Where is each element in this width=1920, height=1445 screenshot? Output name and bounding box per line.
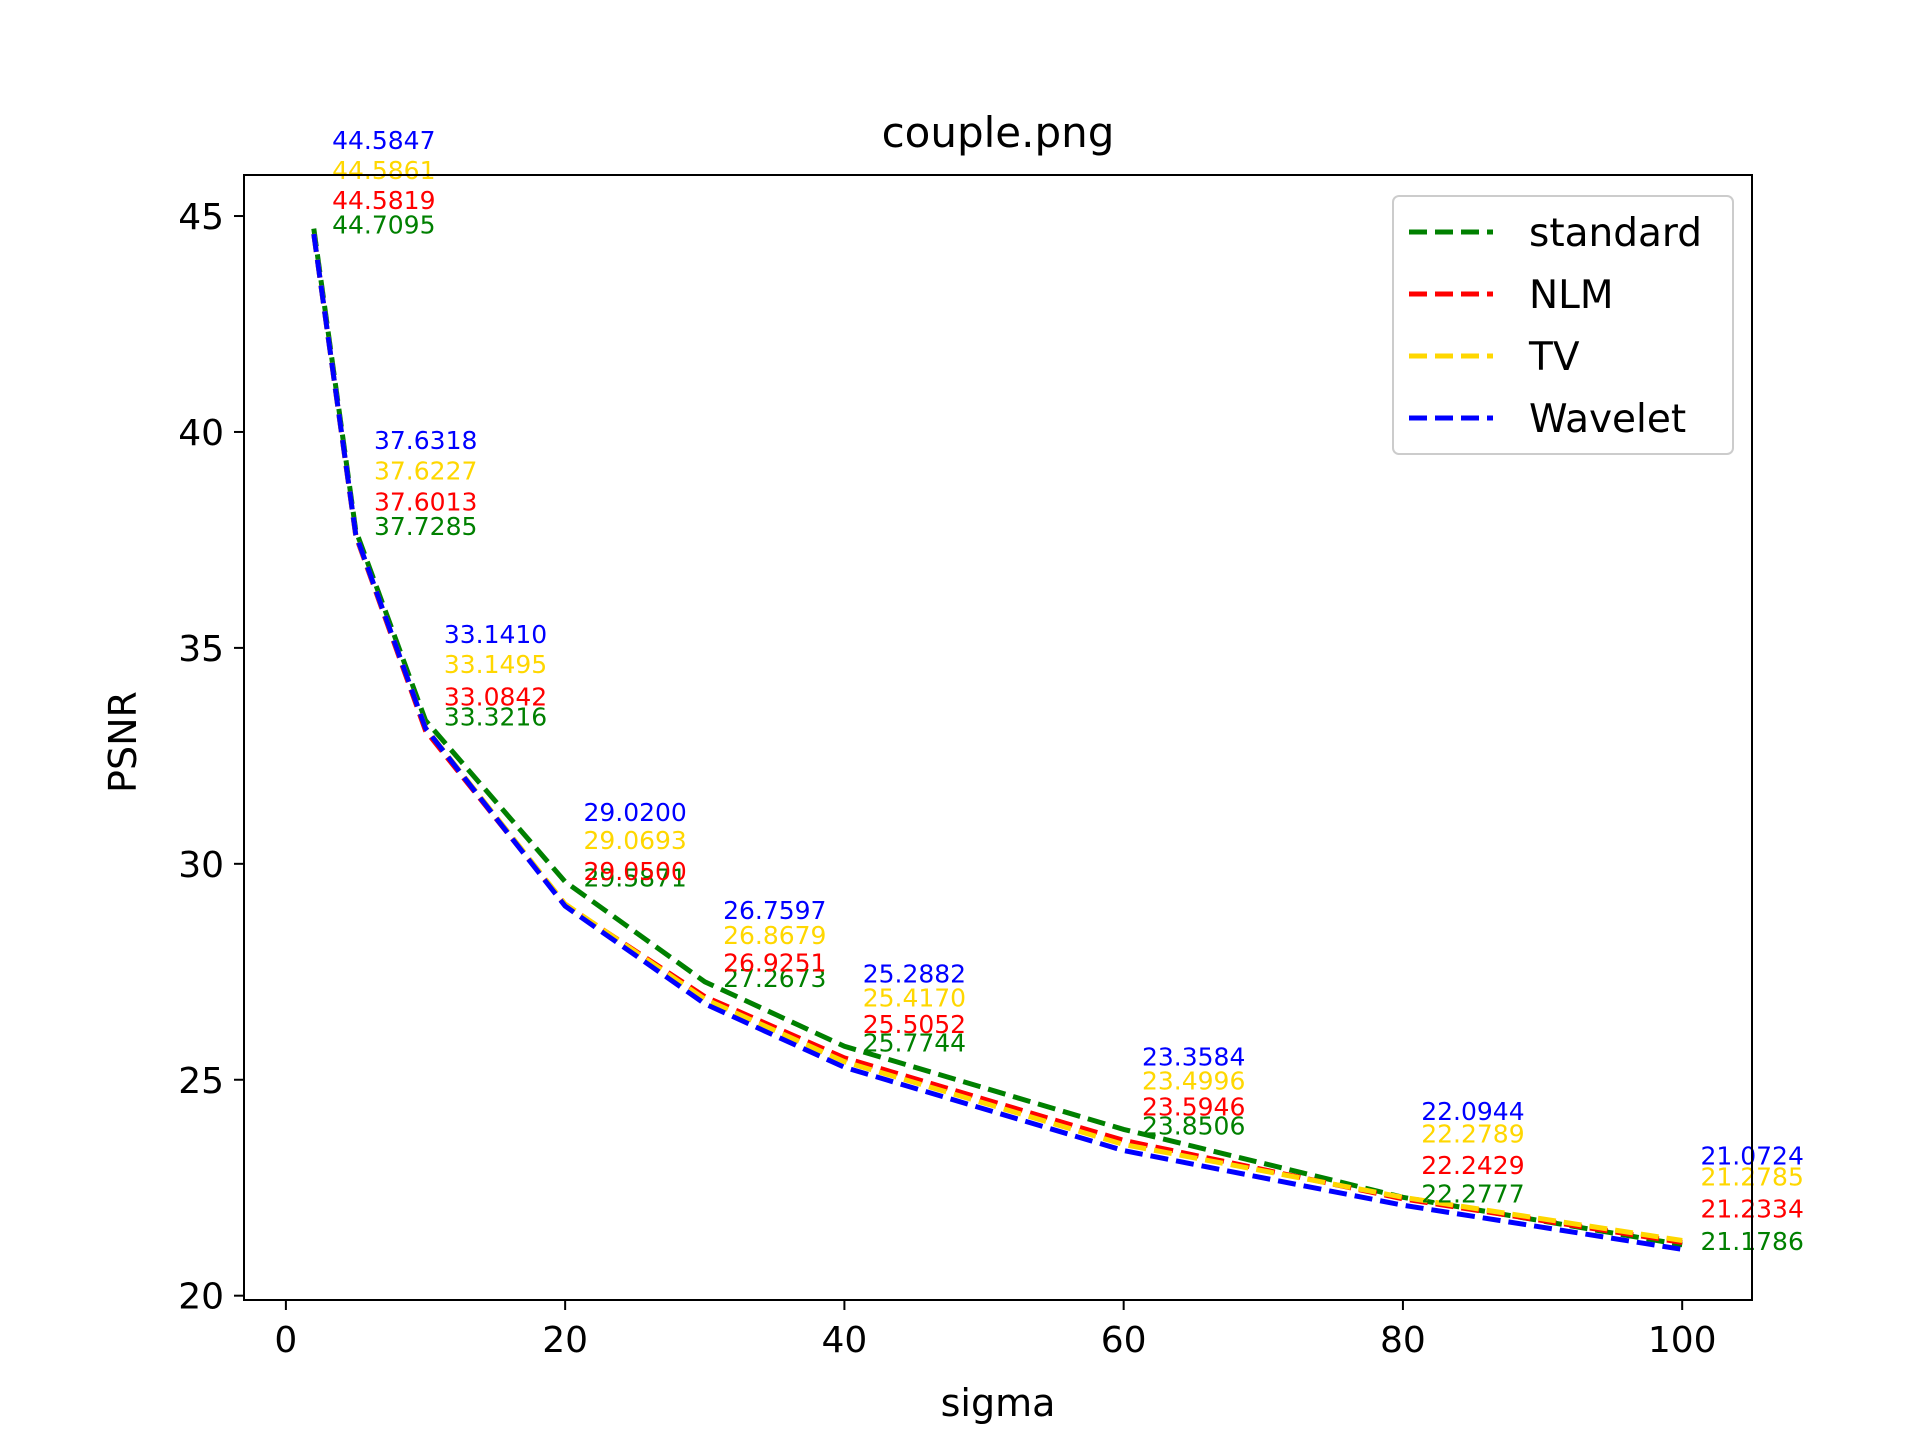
data-label-tv: 22.2789 xyxy=(1421,1119,1524,1148)
legend-label-wavelet: Wavelet xyxy=(1529,397,1686,442)
y-tick-label: 20 xyxy=(178,1277,224,1318)
data-label-tv: 37.6227 xyxy=(374,457,477,486)
data-label-nlm: 26.9251 xyxy=(723,949,826,978)
data-label-nlm: 44.5819 xyxy=(332,186,435,215)
data-label-wavelet: 29.0200 xyxy=(583,798,686,827)
plot-frame xyxy=(243,174,1753,1301)
y-tick-label: 45 xyxy=(178,197,224,238)
series-line-wavelet xyxy=(311,233,1683,1252)
data-label-tv: 23.4996 xyxy=(1142,1067,1245,1096)
data-label-tv: 25.4170 xyxy=(863,984,966,1013)
data-label-nlm: 37.6013 xyxy=(374,488,477,517)
data-label-tv: 33.1495 xyxy=(444,650,547,679)
data-label-standard: 27.2673 xyxy=(723,964,826,993)
data-label-nlm: 23.5946 xyxy=(1142,1092,1245,1121)
data-label-tv: 29.0693 xyxy=(583,826,686,855)
legend-box xyxy=(1392,195,1734,455)
y-tick-label: 30 xyxy=(178,845,224,886)
data-label-wavelet: 33.1410 xyxy=(444,620,547,649)
data-label-wavelet: 23.3584 xyxy=(1142,1043,1245,1072)
x-tick-label: 20 xyxy=(542,1320,588,1361)
data-label-standard: 33.3216 xyxy=(444,702,547,731)
data-label-nlm: 33.0842 xyxy=(444,683,547,712)
y-axis-label: PSNR xyxy=(101,691,145,793)
y-tick-label: 35 xyxy=(178,629,224,670)
data-label-wavelet: 26.7597 xyxy=(723,896,826,925)
data-label-standard: 22.2777 xyxy=(1421,1179,1524,1208)
data-label-wavelet: 22.0944 xyxy=(1421,1097,1524,1126)
x-tick-label: 40 xyxy=(822,1320,868,1361)
legend-label-nlm: NLM xyxy=(1529,273,1614,318)
y-tick-label: 25 xyxy=(178,1061,224,1102)
data-label-wavelet: 25.2882 xyxy=(863,959,966,988)
legend: standard NLM TV Wavelet xyxy=(1392,195,1734,455)
data-label-nlm: 22.2429 xyxy=(1421,1151,1524,1180)
x-tick-label: 100 xyxy=(1648,1320,1717,1361)
data-label-standard: 37.7285 xyxy=(374,512,477,541)
x-tick-label: 0 xyxy=(274,1320,297,1361)
data-label-standard: 29.5871 xyxy=(583,864,686,893)
data-label-nlm: 25.5052 xyxy=(863,1010,966,1039)
data-label-standard: 25.7744 xyxy=(863,1028,966,1057)
data-label-standard: 23.8506 xyxy=(1142,1111,1245,1140)
x-tick-label: 80 xyxy=(1380,1320,1426,1361)
data-label-standard: 44.7095 xyxy=(332,211,435,240)
data-label-wavelet: 37.6318 xyxy=(374,426,477,455)
chart-title: couple.png xyxy=(882,108,1115,157)
y-tick-label: 40 xyxy=(178,413,224,454)
data-label-tv: 44.5861 xyxy=(332,156,435,185)
x-axis-label: sigma xyxy=(941,1381,1056,1425)
data-label-wavelet: 44.5847 xyxy=(332,126,435,155)
data-label-tv: 26.8679 xyxy=(723,921,826,950)
x-tick-label: 60 xyxy=(1101,1320,1147,1361)
plot-area: 0 20 40 60 80 100 20 25 30 35 40 45 44.7095 37.7285 33… xyxy=(178,126,1804,1361)
data-label-nlm: 29.0500 xyxy=(583,857,686,886)
legend-label-standard: standard xyxy=(1529,211,1702,256)
legend-label-tv: TV xyxy=(1528,335,1580,380)
